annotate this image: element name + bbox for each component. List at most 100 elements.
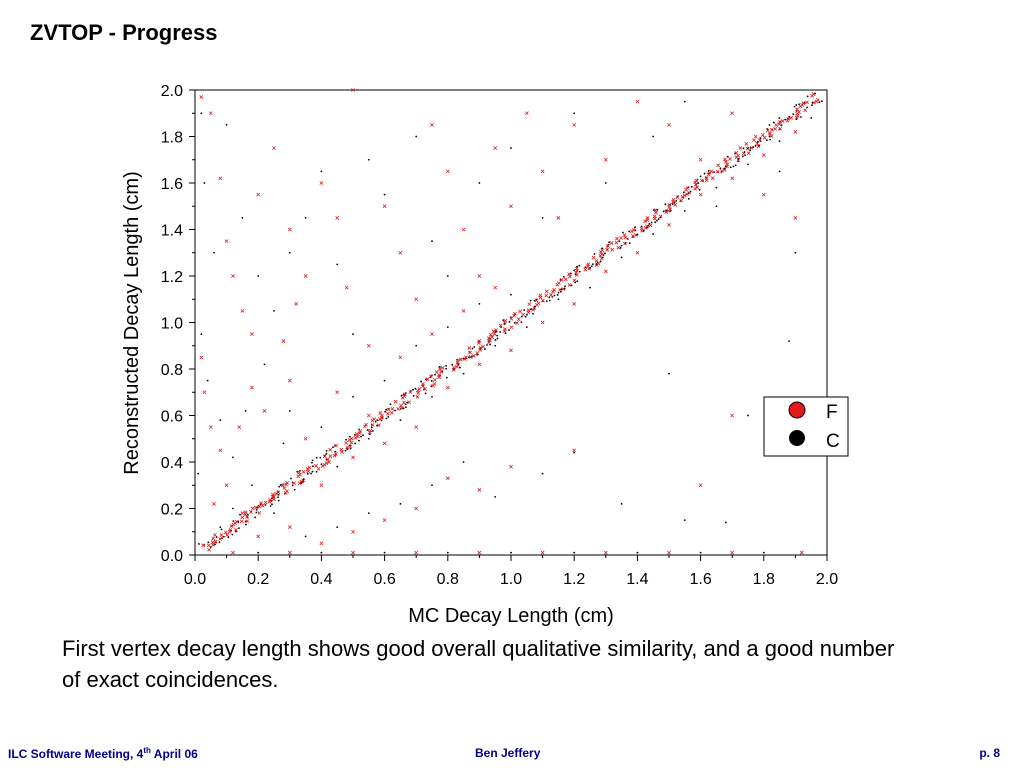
data-point-c (729, 166, 732, 169)
data-point-c (578, 264, 581, 267)
data-point-f (509, 316, 514, 321)
data-point-f (429, 374, 433, 379)
data-point-c (806, 95, 809, 98)
data-point-f (468, 350, 472, 355)
data-point-c (529, 299, 532, 302)
data-point-c (601, 256, 604, 259)
data-point-f (224, 483, 229, 488)
data-point-c (533, 299, 536, 302)
data-point-f (386, 407, 391, 412)
data-point-f (679, 198, 684, 203)
data-point-c (683, 210, 686, 212)
data-point-f (285, 489, 289, 494)
data-point-f (351, 550, 355, 555)
data-point-f (799, 550, 804, 555)
data-point-f (351, 455, 355, 460)
data-point-f (414, 550, 419, 555)
data-point-c (810, 117, 813, 119)
data-point-f (730, 550, 735, 555)
data-point-f (793, 215, 798, 220)
data-point-c (608, 241, 611, 244)
data-point-c (584, 266, 587, 269)
data-point-f (541, 298, 545, 303)
data-point-f (614, 240, 619, 245)
data-point-c (430, 380, 433, 382)
data-point-f (503, 327, 507, 332)
data-point-f (599, 252, 604, 257)
data-point-f (486, 336, 491, 340)
data-point-c (220, 528, 223, 531)
data-point-f (671, 197, 676, 202)
data-point-c (198, 543, 200, 545)
y-tick-label: 0.0 (161, 548, 183, 565)
data-point-c (462, 461, 465, 463)
data-point-c (306, 472, 309, 475)
data-point-c (290, 477, 292, 480)
data-point-c (288, 251, 291, 254)
data-point-c (795, 104, 798, 106)
data-point-f (389, 411, 394, 415)
data-point-c (420, 380, 422, 383)
data-point-c (232, 507, 234, 510)
data-point-c (319, 456, 322, 459)
data-point-f (668, 207, 672, 212)
data-point-c (628, 230, 631, 233)
data-point-c (576, 280, 579, 283)
data-point-f (380, 413, 384, 418)
data-point-c (647, 224, 650, 227)
data-point-f (390, 407, 395, 411)
data-point-c (368, 433, 371, 436)
data-point-f (366, 343, 371, 348)
y-axis-label: Reconstructed Decay Length (cm) (121, 171, 143, 474)
x-tick-label: 1.0 (500, 571, 522, 588)
x-tick-label: 1.8 (753, 571, 775, 588)
data-point-f (536, 301, 541, 306)
data-point-f (445, 169, 450, 174)
data-point-c (332, 446, 334, 448)
data-point-c (578, 270, 581, 273)
data-point-f (603, 550, 608, 555)
data-point-c (734, 164, 737, 167)
data-point-f (366, 413, 371, 418)
data-point-f (376, 423, 381, 428)
data-point-c (508, 321, 511, 323)
data-point-f (667, 222, 671, 227)
data-point-f (586, 262, 591, 267)
data-point-f (477, 550, 482, 555)
data-points (197, 88, 823, 555)
x-tick-label: 0.8 (437, 571, 459, 588)
y-tick-label: 0.6 (161, 409, 183, 426)
data-point-c (650, 221, 653, 224)
data-point-c (689, 190, 692, 193)
data-point-f (414, 506, 419, 511)
data-point-c (778, 117, 781, 119)
data-point-f (556, 215, 561, 220)
data-point-f (540, 320, 545, 325)
data-point-f (518, 309, 522, 314)
data-point-c (218, 541, 221, 544)
data-point-f (704, 176, 709, 180)
data-point-f (316, 466, 321, 471)
data-point-c (200, 333, 203, 336)
data-point-f (738, 146, 743, 150)
data-point-c (431, 396, 433, 398)
legend-box (763, 396, 849, 457)
data-point-f (398, 355, 403, 360)
data-point-f (534, 298, 539, 303)
data-point-f (549, 293, 553, 297)
data-point-c (288, 409, 291, 412)
data-point-f (730, 176, 735, 181)
data-point-f (477, 488, 482, 492)
data-point-c (325, 452, 328, 455)
data-point-f (432, 377, 437, 382)
data-point-f (345, 445, 350, 450)
data-point-c (591, 263, 594, 266)
data-point-f (736, 158, 741, 162)
data-point-c (473, 346, 476, 348)
data-point-f (213, 532, 217, 537)
data-point-f (425, 377, 430, 382)
data-point-c (778, 170, 781, 173)
data-point-c (573, 112, 576, 115)
data-point-f (710, 176, 715, 181)
data-point-f (777, 120, 782, 125)
